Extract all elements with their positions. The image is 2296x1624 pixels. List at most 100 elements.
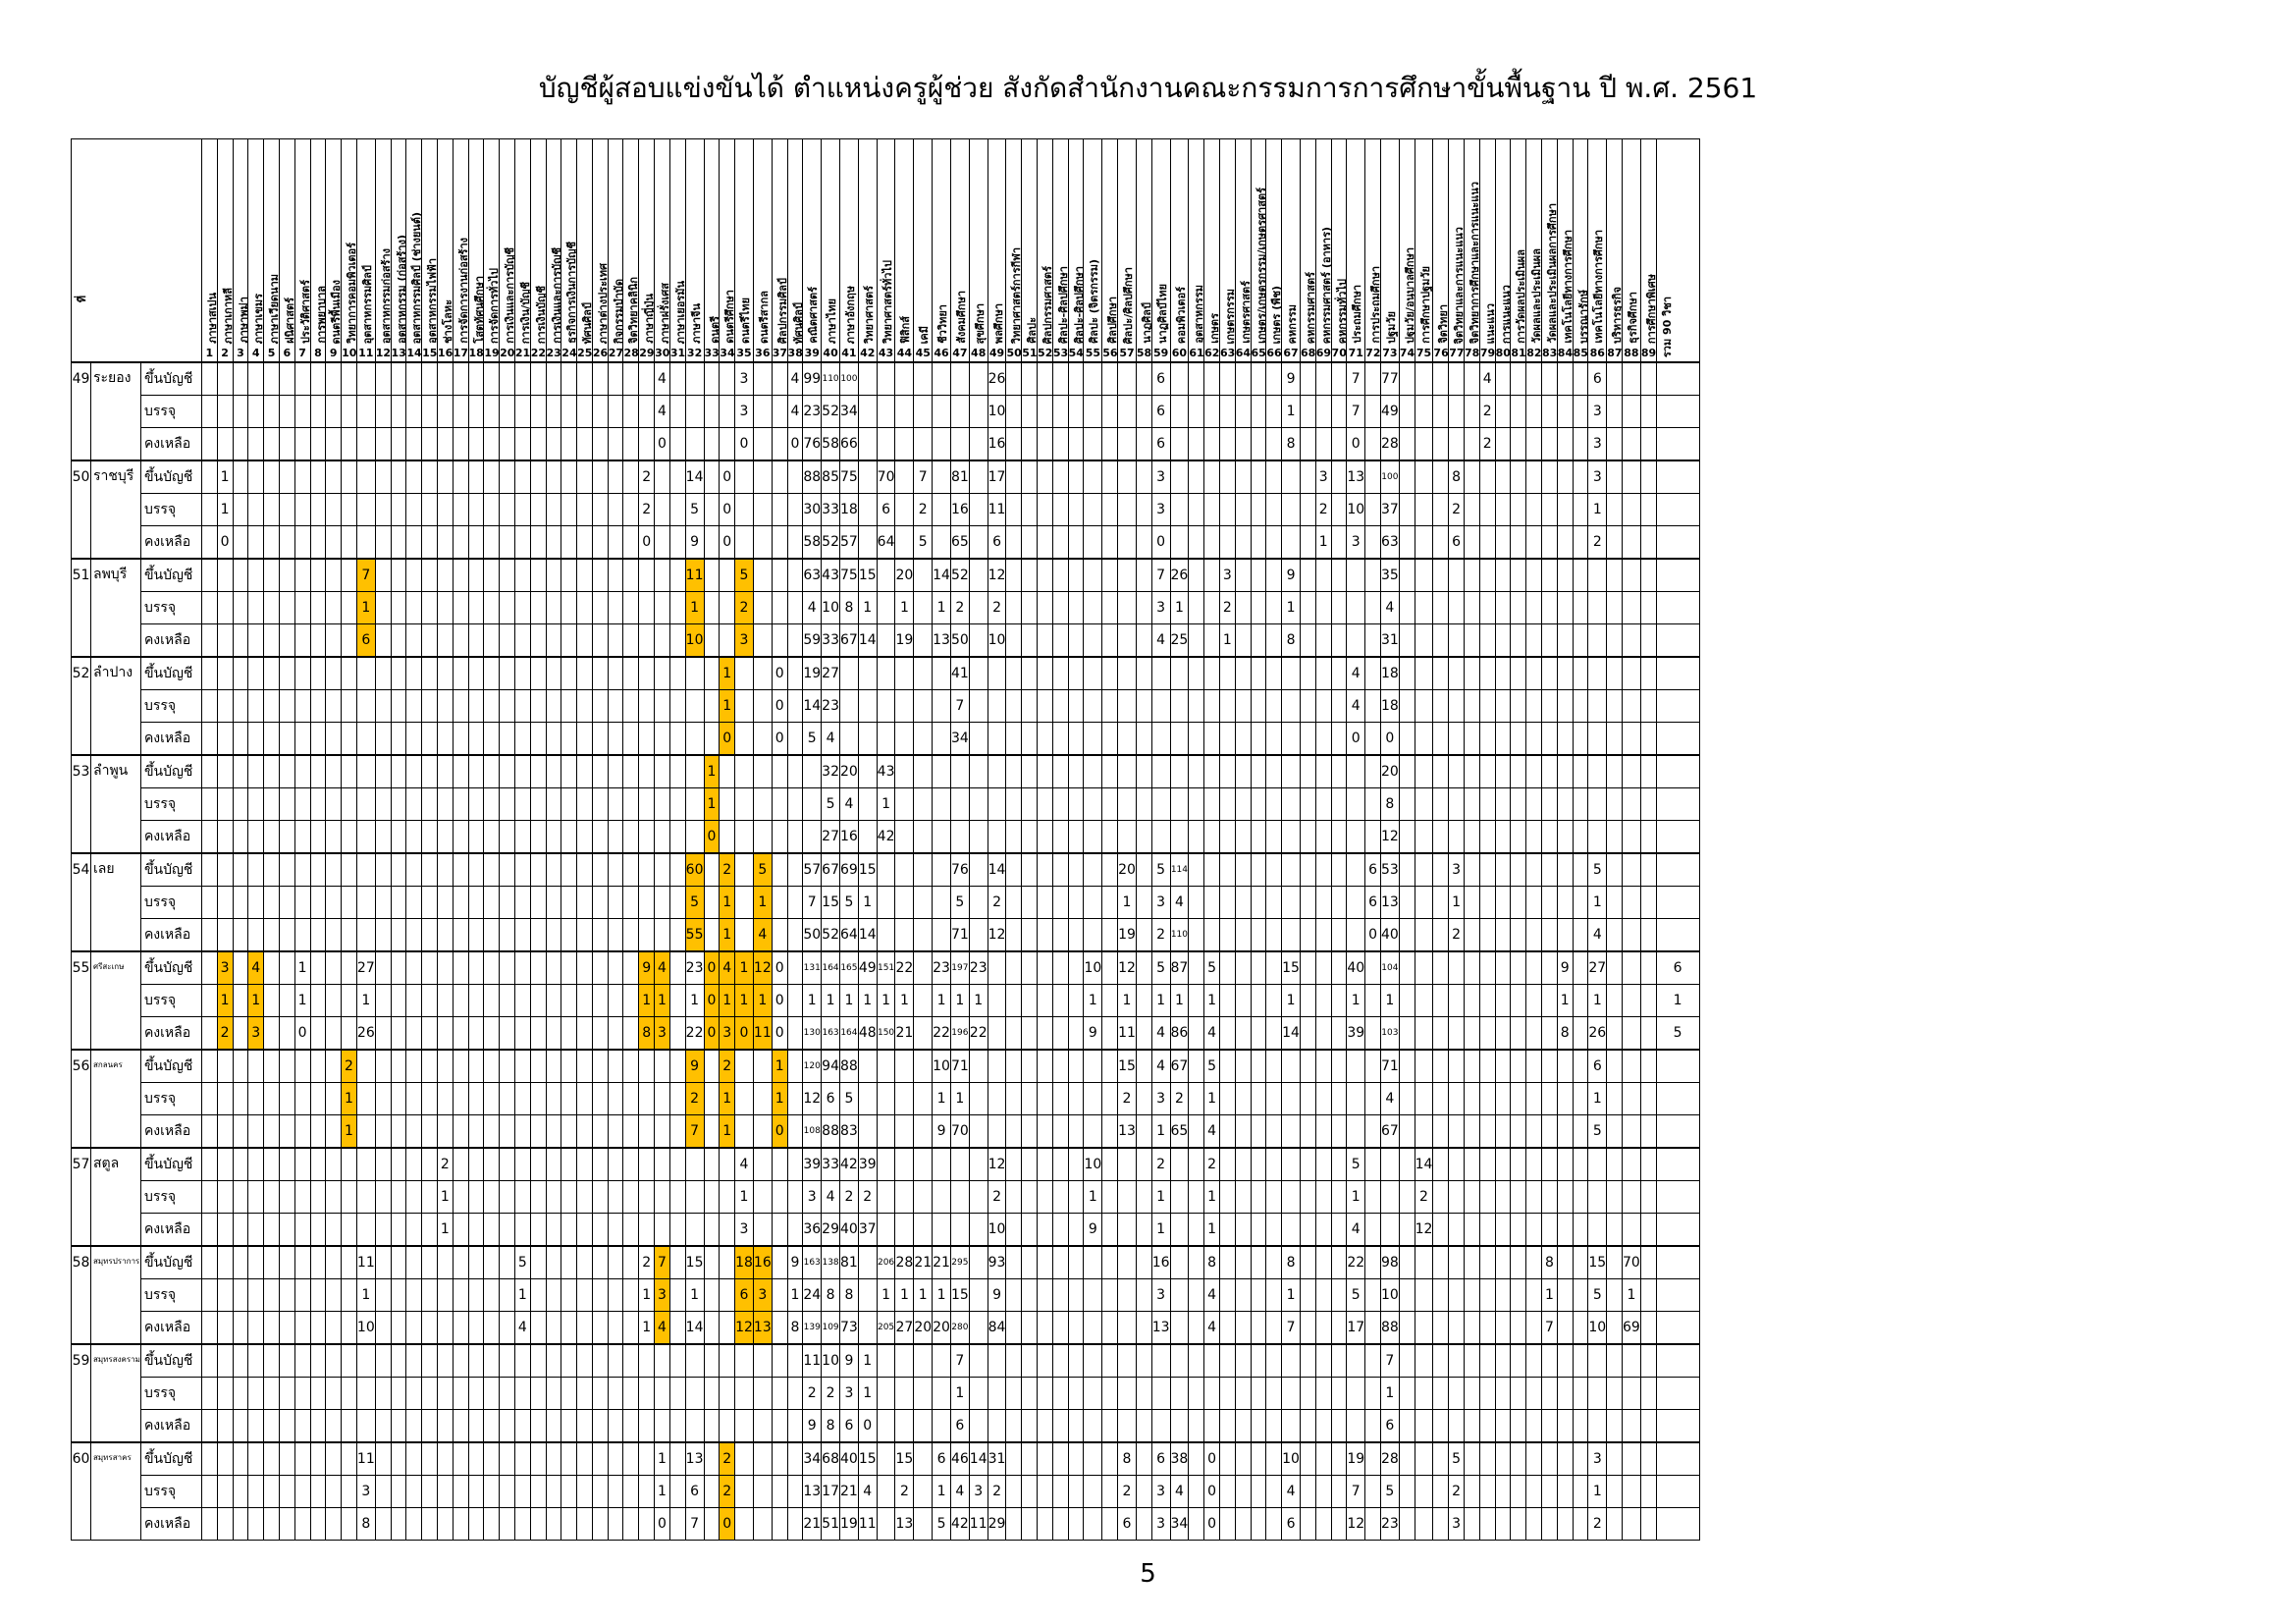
count-cell: 4 [949,1475,970,1508]
count-cell [529,460,547,494]
count-cell [341,1475,357,1508]
count-cell [576,1245,593,1279]
count-cell [1364,1049,1381,1083]
count-cell: 98 [1379,1245,1400,1279]
count-cell [1606,1507,1624,1541]
count-cell: 43 [821,558,840,592]
count-cell [1330,591,1348,624]
count-cell [591,1245,609,1279]
count-cell [513,427,531,461]
header-subject: วิทยาศาสตร์การกีฬา 50 [1005,138,1023,363]
count-cell [1051,1016,1069,1051]
header-subject: การจัดการงานก่อสร้าง 17 [452,138,469,363]
count-cell [1525,820,1542,854]
count-cell [1067,1507,1085,1541]
count-cell: 138 [821,1245,840,1279]
count-cell [545,1441,562,1476]
subject-label: ภาษาไทย [826,298,839,344]
count-cell: 33 [821,623,840,658]
count-cell [1622,787,1641,821]
count-cell [325,558,343,592]
count-cell: 6 [987,525,1007,560]
count-cell [668,1082,686,1115]
count-cell [355,787,376,821]
count-cell [232,558,249,592]
count-cell [1510,689,1527,723]
count-cell [1203,918,1220,952]
count-cell [913,1049,934,1083]
count-cell [1083,558,1103,592]
count-cell [1265,1082,1283,1115]
count-cell [1541,591,1558,624]
count-cell [1606,1114,1624,1149]
count-cell [1265,886,1283,919]
count-cell [607,918,624,952]
count-cell [638,1147,656,1181]
count-cell [341,1278,357,1312]
count-cell [876,1377,896,1410]
count-cell [668,1278,686,1312]
count-cell [232,1311,249,1345]
count-cell [1005,1016,1023,1051]
count-cell [1218,460,1236,494]
count-cell [1510,722,1527,756]
count-cell [374,525,392,560]
count-cell [1169,460,1190,494]
count-cell [786,1409,804,1443]
subject-label: เทคโนโลยีทางการศึกษา [1592,230,1606,344]
count-cell [752,1082,773,1115]
count-cell: 1 [839,984,859,1017]
count-cell [1101,689,1119,723]
subject-number: 52 [1038,347,1053,359]
header-subject: ชีววิทยา 46 [932,138,951,363]
count-cell [436,591,454,624]
count-cell [513,1114,531,1149]
count-cell [1448,1180,1466,1214]
count-cell [263,591,280,624]
count-cell [1067,493,1085,526]
count-cell [390,886,407,919]
count-cell: 1 [1556,984,1574,1017]
count-cell [1117,787,1137,821]
count-cell [786,1049,804,1083]
subject-label: ภาษาเขมร [252,293,264,344]
count-cell: 17 [821,1475,840,1508]
count-cell: 4 [654,1311,670,1345]
count-cell [876,1343,896,1378]
count-cell [294,1475,311,1508]
count-cell: 34 [1169,1507,1190,1541]
count-cell [325,1213,343,1247]
count-cell: 71 [1379,1049,1400,1083]
count-cell [1398,361,1415,396]
count-cell [513,689,531,723]
count-cell [987,1409,1007,1443]
count-cell: 1 [1169,591,1190,624]
count-cell [703,1343,721,1378]
count-cell [263,1377,280,1410]
subject-number: 31 [669,347,686,359]
header-subject: ศิลปกรรมศิลป์ 37 [771,138,788,363]
count-cell [247,918,265,952]
count-cell [576,623,593,658]
count-cell: 15 [949,1278,970,1312]
total-cell [1655,722,1700,756]
count-cell [1525,1377,1542,1410]
count-cell: 18 [1379,656,1400,690]
count-cell [1005,591,1023,624]
count-cell [1330,1016,1348,1051]
count-cell [545,1114,562,1149]
count-cell [513,623,531,658]
count-cell: 1 [771,1049,788,1083]
subject-number: 46 [934,347,949,359]
header-subject: บริหารธุรกิจ 87 [1606,138,1624,363]
count-cell [703,493,721,526]
count-cell [668,984,686,1017]
count-cell [561,787,578,821]
count-cell [668,852,686,887]
count-cell [684,1147,705,1181]
count-cell [341,1377,357,1410]
count-cell [529,395,547,428]
count-cell [467,1049,485,1083]
count-cell [1330,1180,1348,1214]
count-cell [1448,427,1466,461]
